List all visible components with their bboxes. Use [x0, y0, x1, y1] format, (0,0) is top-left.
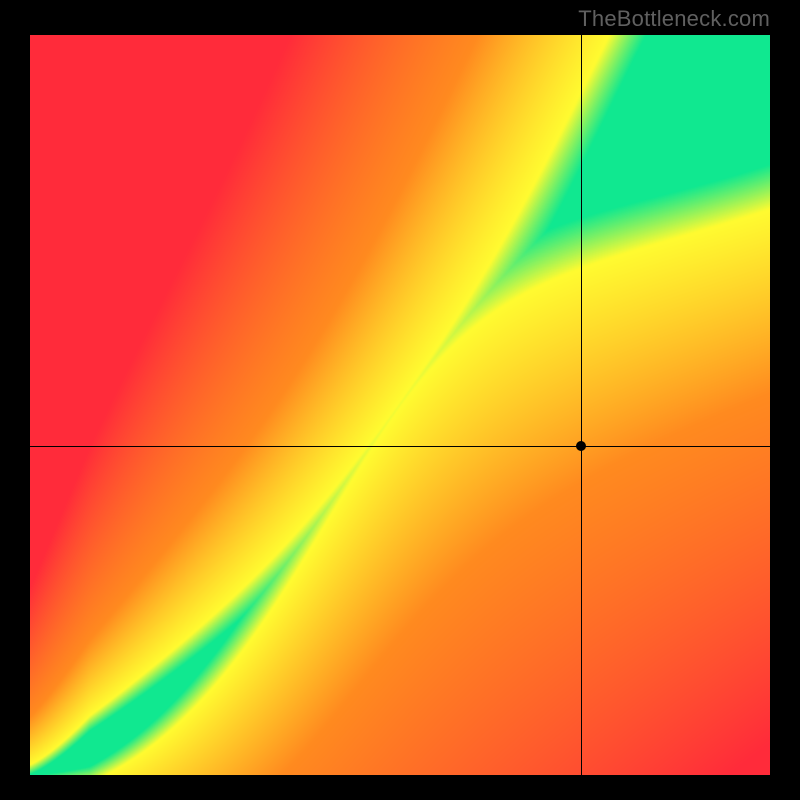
heatmap-plot	[30, 35, 770, 775]
crosshair-marker	[576, 441, 586, 451]
crosshair-horizontal	[30, 446, 770, 447]
watermark-text: TheBottleneck.com	[578, 6, 770, 32]
crosshair-vertical	[581, 35, 582, 775]
heatmap-canvas	[30, 35, 770, 775]
